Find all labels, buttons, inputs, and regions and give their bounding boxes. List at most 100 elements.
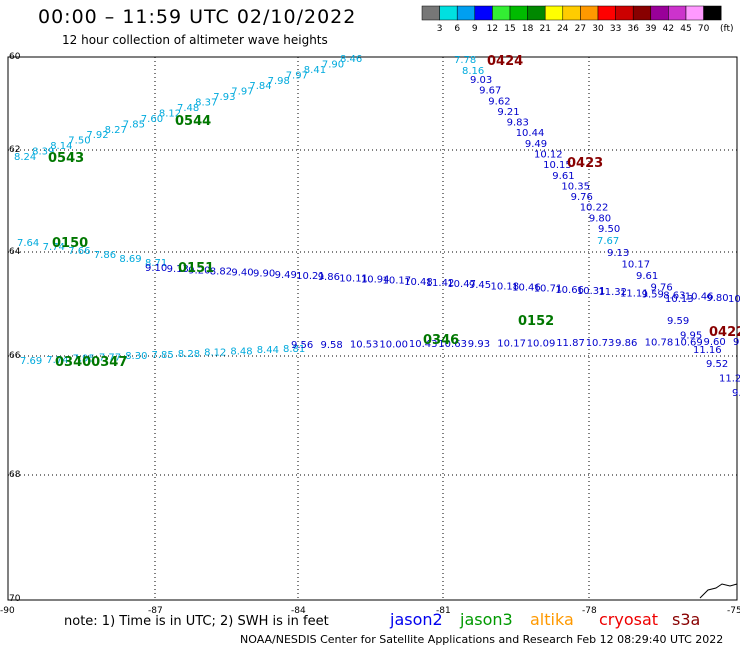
wave-height-value: 7.50 xyxy=(68,136,90,147)
wave-height-value: 7.93 xyxy=(213,92,235,103)
colorbar-label: 3 xyxy=(437,24,443,34)
colorbar-label: 33 xyxy=(610,24,621,34)
colorbar-swatch xyxy=(474,5,493,21)
wave-height-value: 11.29 xyxy=(719,374,740,385)
wave-height-value: 10.29 xyxy=(728,294,740,305)
wave-height-value: 10.66 xyxy=(555,285,584,296)
wave-height-value: 7.66 xyxy=(68,246,90,257)
wave-height-value: 9.13 xyxy=(607,248,629,259)
wave-height-value: 7.92 xyxy=(86,130,108,141)
pass-time-label: 0152 xyxy=(518,314,554,329)
colorbar-unit: (ft) xyxy=(720,24,734,34)
coastline xyxy=(699,583,738,599)
axis-tick-labels: -90 -87 -84 -81 -78 -75 60 62 64 66 68 70 xyxy=(0,52,740,616)
wave-height-value: 8.44 xyxy=(257,345,279,356)
colorbar-label: 15 xyxy=(504,24,515,34)
colorbar-label: 36 xyxy=(627,24,639,34)
wave-height-value: 10.73 xyxy=(586,338,615,349)
longitude-tick-label: -81 xyxy=(436,606,451,616)
wave-height-value: 10.12 xyxy=(534,150,563,161)
wave-height-value: 9.61 xyxy=(552,171,574,182)
wave-height-value: 9.59 xyxy=(642,289,664,300)
page-title: 00:00 – 11:59 UTC 02/10/2022 xyxy=(38,6,357,28)
wave-height-value: 10.17 xyxy=(622,260,651,271)
wave-height-value: 8.16 xyxy=(462,66,484,77)
colorbar-swatch xyxy=(509,5,528,21)
wave-height-value: 7.74 xyxy=(43,242,65,253)
wave-height-value: 7.97 xyxy=(231,87,253,98)
wave-height-value: 8.28 xyxy=(178,349,200,360)
colorbar-label: 30 xyxy=(592,24,604,34)
pass-time-label: 0151 xyxy=(178,261,214,276)
wave-height-value: 9.21 xyxy=(497,107,519,118)
wave-height-value: 9.49 xyxy=(275,270,297,281)
wave-height-value: 9.50 xyxy=(598,224,620,235)
latitude-tick-label: 68 xyxy=(9,470,21,480)
wave-height-value: 9.13 xyxy=(167,264,189,275)
colorbar-label: 27 xyxy=(575,24,586,34)
colorbar-swatch xyxy=(615,5,634,21)
wave-height-value: 7.97 xyxy=(286,70,308,81)
wave-height-value: 7.48 xyxy=(177,103,199,114)
wave-height-value: 8.41 xyxy=(304,65,326,76)
wave-height-value: 7.64 xyxy=(17,238,39,249)
wave-height-value: 10.00 xyxy=(379,339,408,350)
colorbar-swatch xyxy=(650,5,669,21)
coastline-segment xyxy=(699,583,738,599)
wave-height-value: 10.53 xyxy=(350,340,379,351)
wave-height-value: 8.12 xyxy=(204,348,226,359)
wave-height-value: 10.46 xyxy=(685,292,714,303)
wave-height-value: 10.11 xyxy=(339,273,368,284)
wave-height-value: 9.62 xyxy=(488,96,510,107)
colorbar-swatch xyxy=(562,5,581,21)
colorbar-swatch xyxy=(597,5,616,21)
wave-height-value: 8.12 xyxy=(159,108,181,119)
wave-height-value: 11.32 xyxy=(598,287,627,298)
wave-height-value: 9.67 xyxy=(479,86,501,97)
wave-height-value: 9.86 xyxy=(615,338,637,349)
latitude-tick-label: 66 xyxy=(9,351,21,361)
wave-height-value: 8.71 xyxy=(145,258,167,269)
colorbar-label: 21 xyxy=(539,24,550,34)
wave-height-value: 9.80 xyxy=(706,293,728,304)
wave-height-value: 9.93 xyxy=(468,339,490,350)
colorbar-label: 45 xyxy=(680,24,691,34)
wave-height-value: 7.90 xyxy=(322,59,344,70)
wave-height-value: 8.46 xyxy=(340,54,362,65)
wave-height-value: 10.69 xyxy=(674,337,703,348)
satellite-legend-jason3: jason3 xyxy=(459,610,513,629)
wave-height-value: 9.76 xyxy=(651,283,673,294)
pass-time-label: 0424 xyxy=(487,54,523,69)
wave-height-value: 7.84 xyxy=(249,81,271,92)
longitude-tick-label: -78 xyxy=(582,606,597,616)
colorbar-swatch xyxy=(492,5,511,21)
wave-height-value: 9. xyxy=(732,388,740,399)
wave-height-value: 10.78 xyxy=(645,338,674,349)
wave-height-value: 9.10 xyxy=(145,263,167,274)
wave-height-value: 7.86 xyxy=(94,250,116,261)
wave-height-value: 10.13 xyxy=(665,294,694,305)
wave-height-value: 9.45 xyxy=(469,280,491,291)
pass-time-label: 0423 xyxy=(567,156,603,171)
colorbar-label: 39 xyxy=(645,24,657,34)
satellite-legend-jason2: jason2 xyxy=(389,610,443,629)
colorbar: 3 6 9 12 15 18 21 24 27 30 33 36 39 42 45 70 (ft) xyxy=(421,5,734,34)
wave-height-value: 8.24 xyxy=(14,152,36,163)
colorbar-label: 6 xyxy=(454,24,460,34)
wave-height-value: 11.16 xyxy=(693,345,722,356)
colorbar-label: 42 xyxy=(663,24,674,34)
longitude-tick-label: -75 xyxy=(727,606,740,616)
colorbar-label: 70 xyxy=(698,24,710,34)
wave-height-value: 10.17 xyxy=(497,339,526,350)
satellite-legend-cryosat: cryosat xyxy=(599,610,658,629)
wave-height-value: 8.48 xyxy=(230,346,252,357)
colorbar-label: 18 xyxy=(522,24,534,34)
colorbar-swatch xyxy=(439,5,458,21)
colorbar-swatch xyxy=(668,5,687,21)
wave-height-value: 7.98 xyxy=(268,76,290,87)
wave-height-value: 8.81 xyxy=(283,344,305,355)
longitude-tick-label: -90 xyxy=(0,606,15,616)
wave-height-value: 9.59 xyxy=(667,316,689,327)
colorbar-swatch xyxy=(421,5,440,21)
